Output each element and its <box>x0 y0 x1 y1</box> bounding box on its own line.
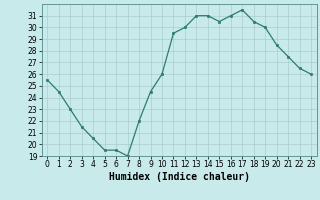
X-axis label: Humidex (Indice chaleur): Humidex (Indice chaleur) <box>109 172 250 182</box>
